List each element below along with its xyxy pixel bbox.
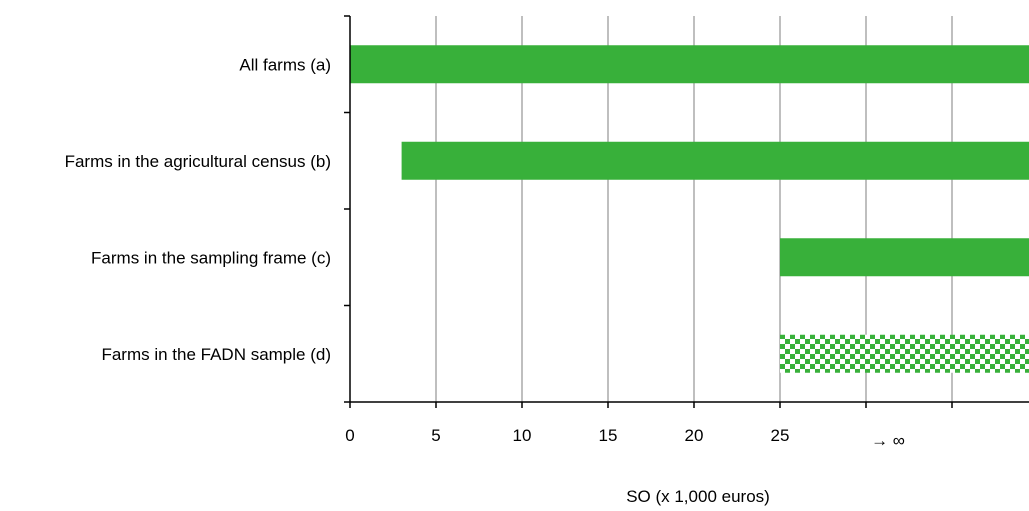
x-tick-label: 25 [771, 426, 790, 445]
category-label: Farms in the agricultural census (b) [65, 152, 331, 171]
x-tick-labels: 0 5 10 15 20 25 [345, 426, 789, 445]
bar-2 [401, 141, 1029, 180]
x-tick-label: 20 [685, 426, 704, 445]
category-label: Farms in the FADN sample (d) [101, 345, 331, 364]
x-tick-label: 15 [599, 426, 618, 445]
x-axis-title: SO (x 1,000 euros) [626, 487, 770, 506]
x-tick-label: 5 [431, 426, 440, 445]
bars [350, 45, 1029, 373]
infinity-label: → ∞ [871, 431, 905, 450]
category-label: All farms (a) [239, 55, 331, 74]
category-label: Farms in the sampling frame (c) [91, 248, 331, 267]
bar-1 [350, 45, 1029, 84]
x-tick-label: 10 [513, 426, 532, 445]
bar-3 [780, 238, 1029, 277]
axes [344, 15, 1029, 408]
x-tick-label: 0 [345, 426, 354, 445]
category-labels: All farms (a) Farms in the agricultural c… [65, 55, 331, 364]
bar-4 [780, 334, 1029, 373]
